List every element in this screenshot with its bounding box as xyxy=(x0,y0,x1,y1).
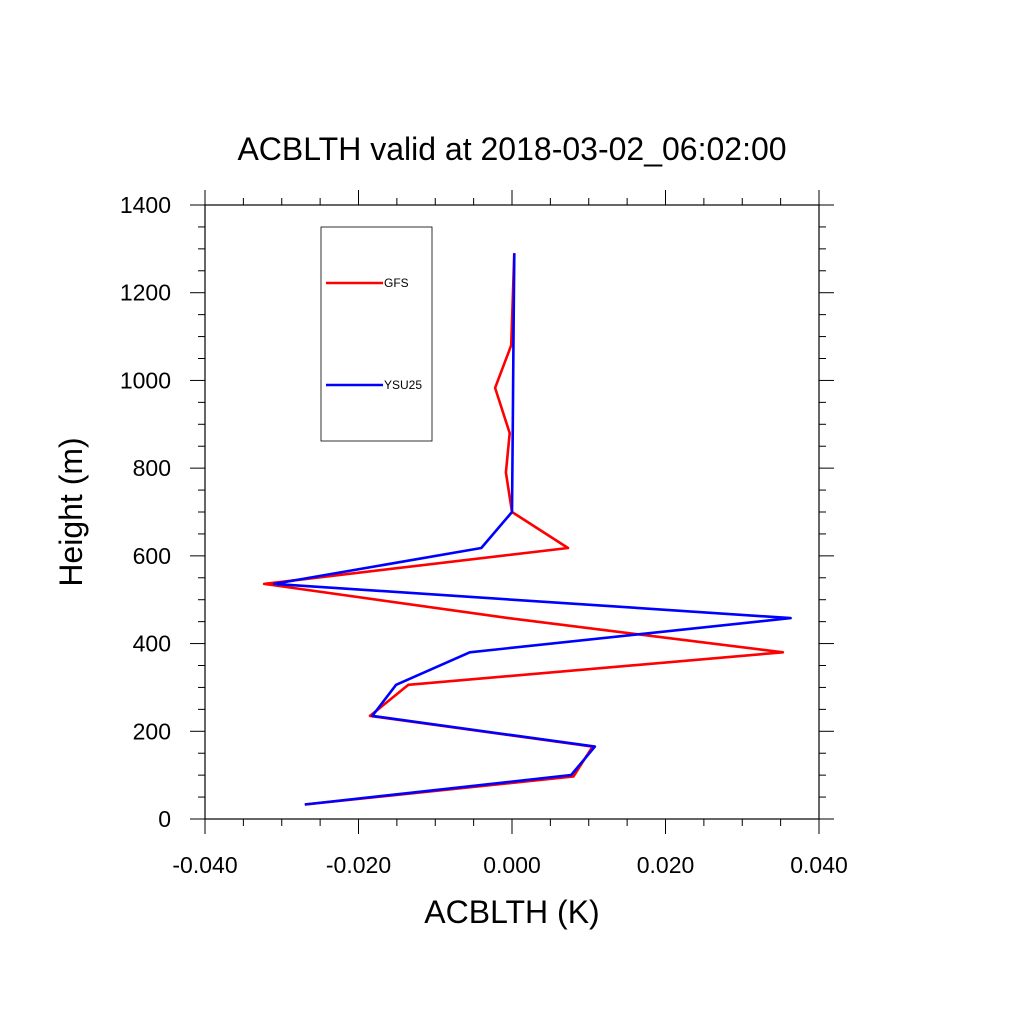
chart-title: ACBLTH valid at 2018-03-02_06:02:00 xyxy=(237,131,786,167)
legend-label-gfs: GFS xyxy=(384,276,409,290)
legend-box xyxy=(320,226,433,442)
y-tick-labels: 0 200 400 600 800 1000 1200 1400 xyxy=(120,192,171,832)
x-tick-label: 0.020 xyxy=(637,852,695,878)
y-tick-label: 1400 xyxy=(120,192,171,218)
y-tick-label: 1000 xyxy=(120,367,171,393)
y-tick-label: 400 xyxy=(133,631,171,657)
x-tick-label: 0.000 xyxy=(483,852,541,878)
y-tick-label: 600 xyxy=(133,543,171,569)
y-tick-label: 200 xyxy=(133,718,171,744)
x-tick-label: 0.040 xyxy=(790,852,848,878)
y-tick-label: 1200 xyxy=(120,280,171,306)
x-tick-label: -0.020 xyxy=(326,852,391,878)
axis-ticks xyxy=(190,190,834,834)
y-axis-label: Height (m) xyxy=(53,437,89,586)
series-line-ysu25 xyxy=(272,253,792,806)
y-tick-label: 800 xyxy=(133,455,171,481)
series-lines xyxy=(262,253,792,806)
x-tick-labels: -0.040 -0.020 0.000 0.020 0.040 xyxy=(172,852,847,878)
x-tick-label: -0.040 xyxy=(172,852,237,878)
legend: GFS YSU25 xyxy=(320,226,433,442)
legend-label-ysu25: YSU25 xyxy=(384,378,422,392)
x-axis-label: ACBLTH (K) xyxy=(424,894,599,930)
y-tick-label: 0 xyxy=(158,806,171,832)
